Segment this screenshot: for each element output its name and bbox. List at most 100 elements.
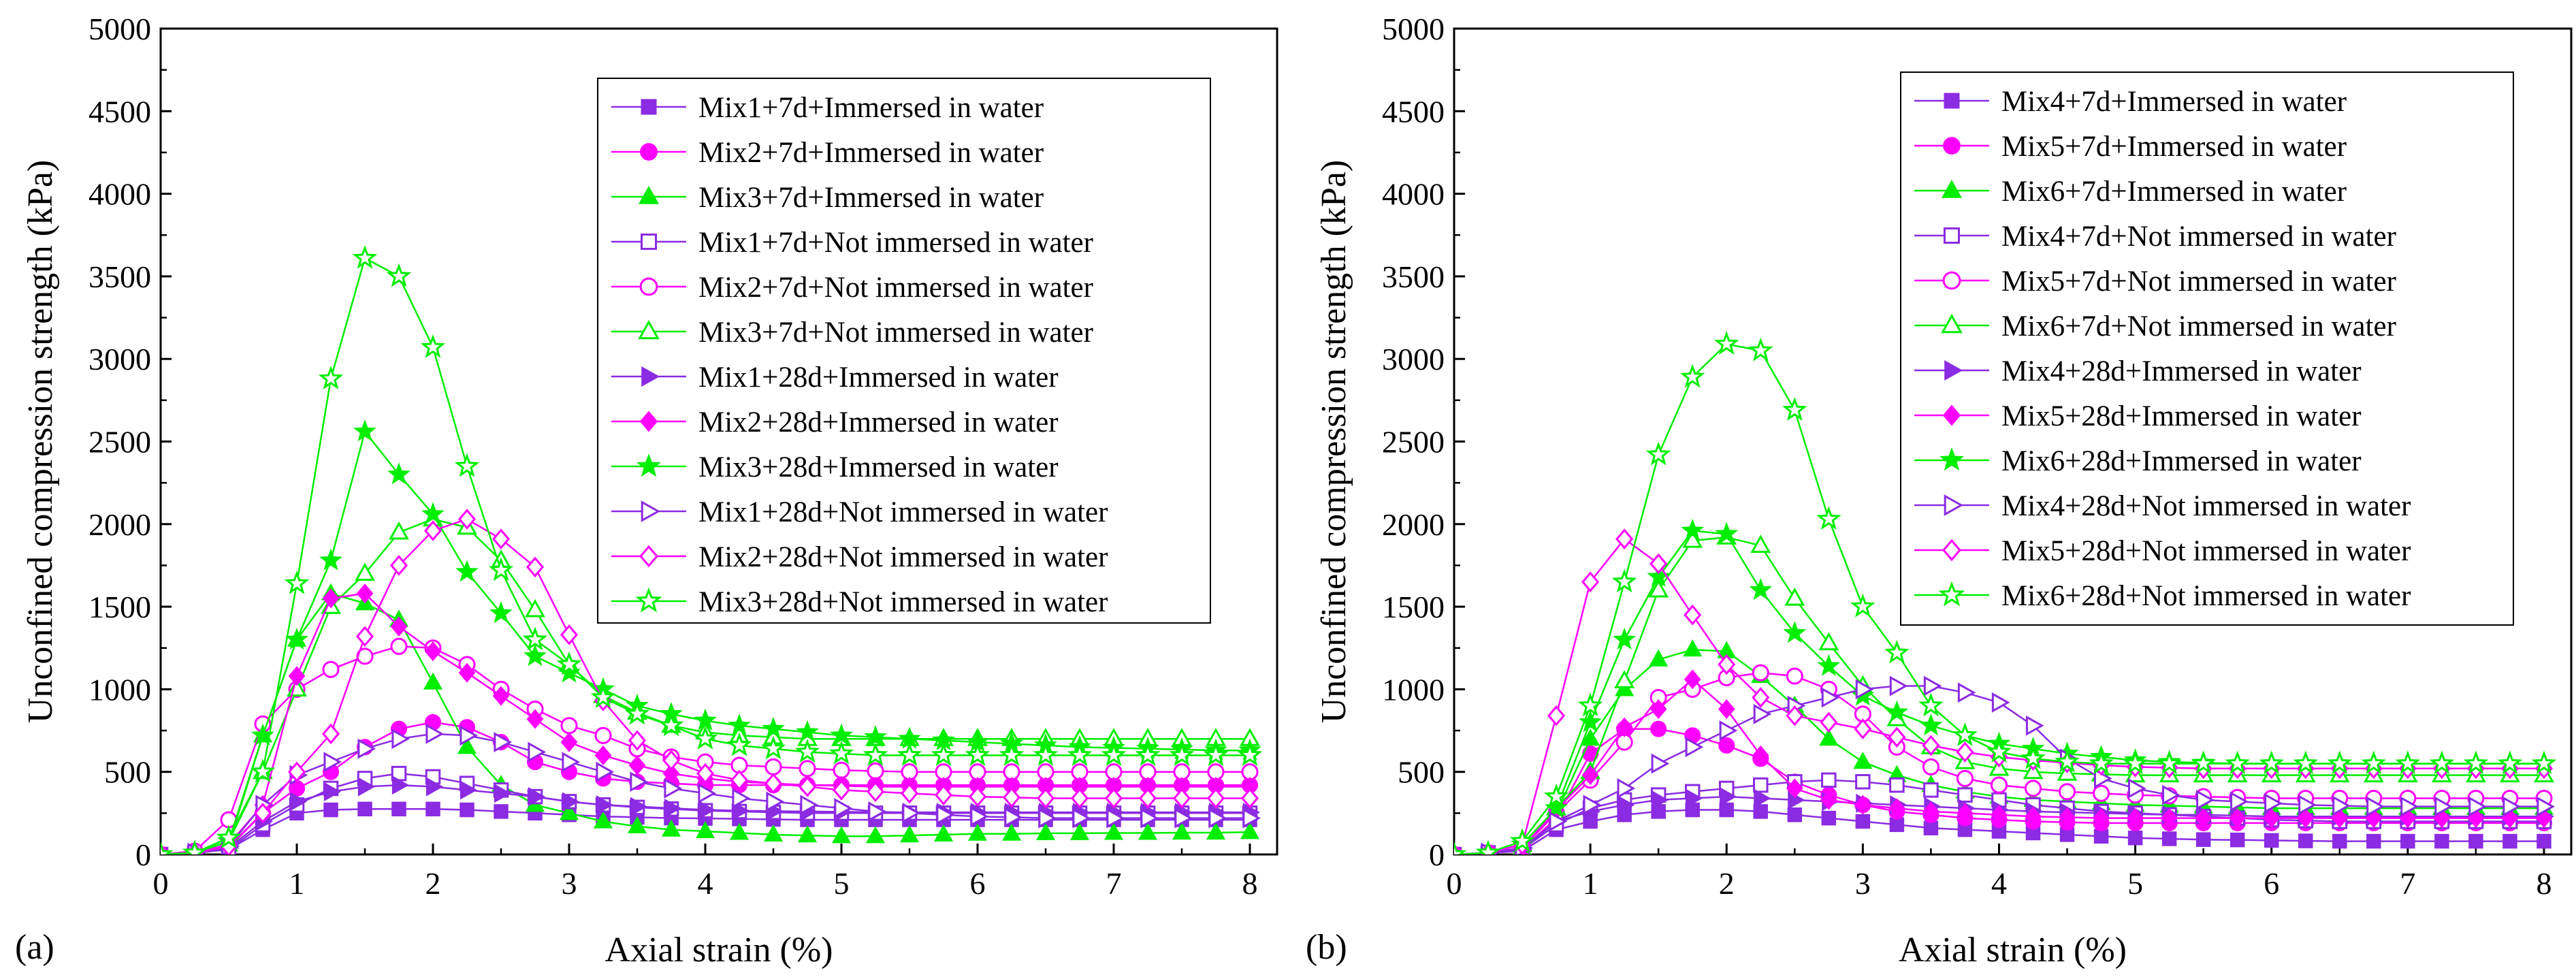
data-point [2161, 808, 2178, 829]
legend-entry: Mix3+7d+Immersed in water [698, 182, 1044, 214]
data-point [1753, 777, 1769, 793]
data-point [627, 816, 647, 833]
data-point [1918, 692, 1944, 717]
data-point [424, 641, 442, 662]
data-point [560, 624, 579, 645]
data-point [732, 788, 751, 809]
data-point [1684, 604, 1702, 626]
data-point [1140, 807, 1159, 829]
y-tick-label: 2500 [88, 425, 151, 460]
data-point [357, 801, 372, 817]
data-point [662, 750, 681, 771]
data-point [1101, 742, 1127, 766]
data-point [900, 782, 919, 804]
data-point [934, 784, 953, 805]
data-point [1106, 807, 1125, 829]
data-point [1104, 788, 1123, 809]
data-point [353, 419, 376, 442]
legend-marker [1942, 271, 1961, 290]
data-point [390, 637, 408, 655]
data-point [2395, 750, 2421, 775]
x-axis-title: Axial strain (%) [605, 931, 833, 970]
data-point [2263, 808, 2281, 829]
legend-entry: Mix2+7d+Immersed in water [698, 137, 1044, 169]
data-point [1855, 814, 1871, 829]
data-point [764, 773, 783, 794]
data-point [1750, 534, 1771, 553]
data-point [2195, 808, 2212, 829]
x-tick-label: 1 [1583, 866, 1598, 901]
data-point [1718, 699, 1735, 720]
legend-marker [639, 545, 658, 568]
x-tick-label: 0 [1447, 866, 1462, 901]
data-point [558, 660, 581, 683]
data-point [1001, 823, 1022, 841]
legend-entry: Mix5+7d+Not immersed in water [2001, 266, 2396, 298]
data-point [698, 783, 717, 804]
data-point [488, 557, 514, 581]
data-point [323, 802, 338, 818]
data-point [1615, 717, 1633, 737]
series-mix4-28d-not-immersed-in-water [1454, 675, 2556, 854]
data-point [1923, 820, 1939, 835]
data-point [182, 839, 208, 854]
legend-entry: Mix1+28d+Immersed in water [698, 362, 1059, 394]
data-point [2089, 750, 2114, 775]
data-point [423, 672, 443, 690]
data-point [2468, 796, 2487, 817]
y-tick-label: 1000 [88, 672, 151, 707]
legend-marker [641, 234, 657, 250]
legend: Mix4+7d+Immersed in water Mix5+7d+Immerse… [1900, 71, 2514, 626]
panel-label: (b) [1306, 928, 1347, 967]
data-point [867, 762, 884, 780]
data-point [1990, 776, 2008, 794]
data-point [1889, 675, 1908, 696]
legend-entry: Mix6+28d+Immersed in water [2001, 445, 2362, 477]
y-tick-label: 5000 [88, 12, 151, 46]
data-point [323, 752, 342, 773]
data-point [386, 263, 412, 287]
data-point [794, 739, 820, 763]
data-point [355, 562, 375, 581]
data-point [425, 801, 440, 817]
data-point [1889, 777, 1905, 793]
data-point [1786, 705, 1804, 726]
data-point [800, 795, 819, 816]
x-tick-label: 4 [1991, 866, 2007, 901]
legend-box [597, 78, 1211, 624]
data-point [556, 651, 582, 675]
legend-marker [1942, 539, 1961, 562]
data-point [1203, 742, 1229, 766]
data-point [692, 725, 718, 750]
data-point [1786, 778, 1803, 799]
data-point [2058, 783, 2076, 801]
data-point [389, 555, 408, 576]
data-point [1240, 788, 1259, 809]
data-point [2331, 808, 2349, 829]
data-point [1004, 807, 1023, 828]
legend-marker [1944, 93, 1960, 109]
data-point [2366, 833, 2381, 849]
data-point [285, 627, 308, 650]
data-point [1581, 571, 1600, 593]
data-point [630, 771, 649, 792]
legend-box [1900, 71, 2514, 626]
data-point [2297, 808, 2315, 829]
data-point [1613, 627, 1637, 650]
data-point [1169, 742, 1195, 766]
data-point [2400, 833, 2415, 849]
data-point [1786, 667, 1803, 685]
x-tick-label: 6 [2264, 866, 2279, 901]
data-point [999, 742, 1025, 766]
data-point [1749, 578, 1773, 600]
data-point [797, 825, 818, 843]
data-point [730, 769, 749, 791]
data-point [1855, 774, 1871, 790]
data-point [1782, 397, 1807, 421]
data-point [250, 758, 276, 783]
legend-entry: Mix2+28d+Immersed in water [698, 406, 1059, 438]
plot-area [1454, 331, 2557, 854]
data-point [1956, 741, 1974, 763]
data-point [760, 735, 786, 760]
data-point [1752, 745, 1769, 765]
